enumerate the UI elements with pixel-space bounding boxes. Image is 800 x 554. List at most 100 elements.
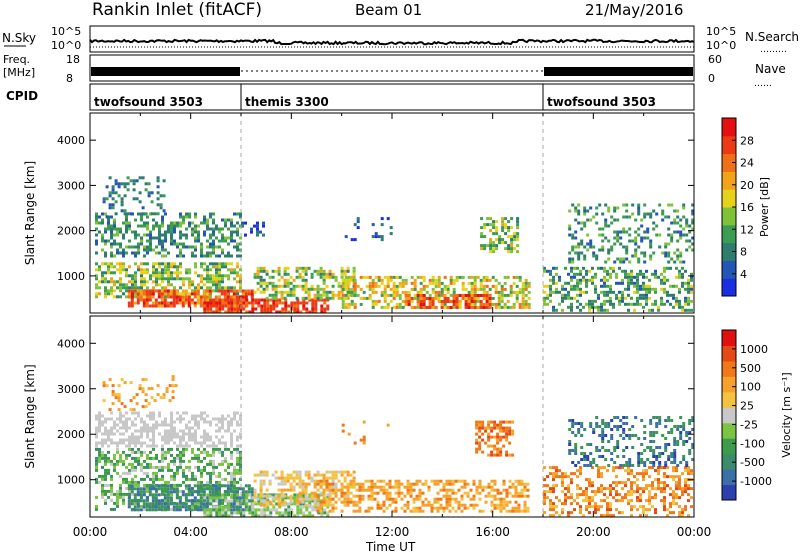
velocity-cell	[125, 471, 128, 475]
power-cell	[113, 283, 116, 287]
power-cell	[589, 242, 593, 246]
velocity-cell	[217, 490, 221, 494]
velocity-cell	[487, 426, 491, 430]
power-cell	[151, 301, 155, 305]
velocity-cell	[502, 500, 506, 504]
velocity-cell	[110, 483, 113, 487]
velocity-cell	[242, 514, 246, 518]
velocity-cell	[176, 468, 179, 472]
velocity-cell	[131, 468, 134, 472]
power-cell	[277, 290, 281, 294]
power-cell	[172, 295, 176, 299]
power-cell	[200, 286, 203, 290]
power-cell	[205, 295, 209, 299]
power-cell	[470, 281, 474, 285]
velocity-cell	[585, 505, 588, 509]
power-cell	[682, 215, 686, 219]
power-cell	[302, 298, 306, 302]
velocity-cell	[151, 499, 155, 503]
velocity-cell	[615, 493, 618, 497]
power-cell	[197, 295, 200, 299]
power-cell	[262, 224, 265, 228]
power-cell	[446, 284, 450, 288]
power-cell	[251, 298, 255, 302]
velocity-cell	[257, 499, 261, 503]
velocity-cell	[154, 496, 158, 500]
power-cell	[494, 278, 498, 282]
power-cell	[579, 269, 582, 273]
velocity-cell	[212, 447, 215, 451]
velocity-cell	[191, 504, 194, 508]
velocity-cell	[493, 435, 497, 439]
power-cell	[648, 296, 651, 300]
velocity-cell	[502, 497, 506, 501]
velocity-cell	[292, 476, 296, 480]
velocity-cell	[514, 506, 518, 510]
velocity-cell	[472, 479, 476, 483]
power-cell	[175, 301, 179, 305]
power-cell	[181, 301, 185, 305]
velocity-cell	[257, 514, 261, 518]
power-cell	[215, 307, 219, 311]
power-cell	[221, 301, 225, 305]
velocity-cell	[576, 496, 579, 500]
power-cell	[170, 242, 173, 246]
power-cell	[110, 254, 113, 258]
power-cell	[196, 292, 200, 296]
power-cell	[488, 293, 492, 297]
velocity-cell	[478, 485, 482, 489]
power-cell	[137, 268, 140, 272]
velocity-cell	[588, 505, 591, 509]
velocity-cell	[394, 482, 398, 486]
velocity-cell	[298, 500, 302, 504]
velocity-cell	[331, 509, 335, 513]
velocity-cell	[122, 420, 125, 424]
power-cell	[574, 245, 578, 249]
velocity-cell	[436, 500, 440, 504]
velocity-cell	[325, 497, 329, 501]
velocity-cell	[176, 453, 179, 457]
velocity-cell	[160, 508, 164, 512]
velocity-cell	[352, 485, 356, 489]
power-cell	[145, 298, 149, 302]
power-cell	[434, 294, 438, 297]
power-cell	[120, 200, 124, 204]
velocity-cell	[287, 502, 291, 506]
velocity-cell	[496, 450, 500, 454]
velocity-cell	[182, 447, 185, 451]
velocity-cell	[451, 497, 455, 501]
velocity-cell	[182, 471, 185, 475]
power-cell	[143, 283, 146, 287]
velocity-cell	[221, 505, 225, 509]
power-cell	[298, 272, 302, 276]
freq-label-2: [MHz]	[3, 66, 35, 79]
power-cell	[241, 304, 245, 308]
power-cell	[166, 292, 170, 296]
velocity-cell	[675, 502, 678, 506]
power-cell	[307, 287, 311, 291]
velocity-cell	[558, 469, 561, 473]
power-cell	[601, 212, 605, 216]
power-cell	[259, 269, 263, 273]
velocity-cell	[579, 511, 582, 515]
power-cell	[654, 302, 657, 306]
power-cell	[283, 284, 287, 288]
velocity-cell	[517, 482, 521, 486]
velocity-cell	[445, 506, 449, 510]
power-cell	[658, 245, 662, 249]
power-cell	[440, 306, 444, 309]
power-cell	[353, 238, 357, 242]
velocity-cell	[304, 494, 308, 498]
velocity-cell	[155, 423, 158, 427]
power-cell	[404, 300, 408, 303]
velocity-cell	[166, 505, 170, 509]
velocity-cell	[415, 497, 419, 501]
velocity-cell	[484, 500, 488, 504]
power-cell	[230, 254, 233, 258]
velocity-cell	[352, 509, 356, 513]
power-cell	[612, 305, 615, 309]
power-cell	[151, 295, 155, 299]
velocity-cell	[107, 429, 110, 433]
velocity-cell	[152, 429, 155, 433]
power-cell	[621, 290, 624, 294]
